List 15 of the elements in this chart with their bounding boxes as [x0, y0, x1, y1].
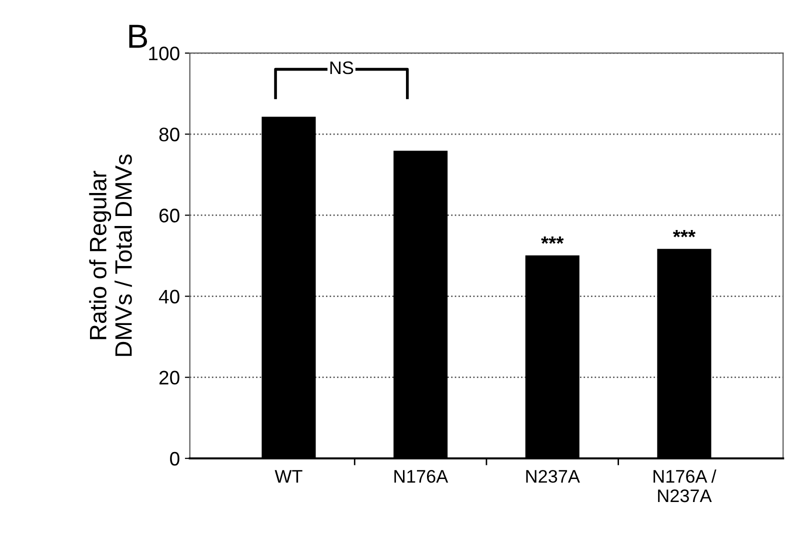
y-tick-label: 80: [159, 128, 180, 142]
x-tick-label: N176A: [394, 470, 448, 483]
x-tick-label: N237A: [526, 470, 580, 483]
annotation: ***: [672, 230, 696, 238]
annotation: ***: [541, 236, 564, 244]
y-tick-label: 0: [170, 452, 180, 466]
x-tick-label: WT: [274, 470, 302, 483]
x-tick-label: N176A / N237A: [654, 469, 716, 502]
text: B: [129, 24, 148, 48]
y-tick-label: 20: [159, 370, 180, 385]
y-axis-title: Ratio of Regular DMVs / Total DMVs: [89, 154, 132, 356]
y-tick-label: 100: [149, 46, 180, 60]
y-tick-label: 40: [158, 290, 180, 304]
annotation: NS: [330, 61, 354, 74]
y-tick-label: 60: [159, 208, 180, 222]
